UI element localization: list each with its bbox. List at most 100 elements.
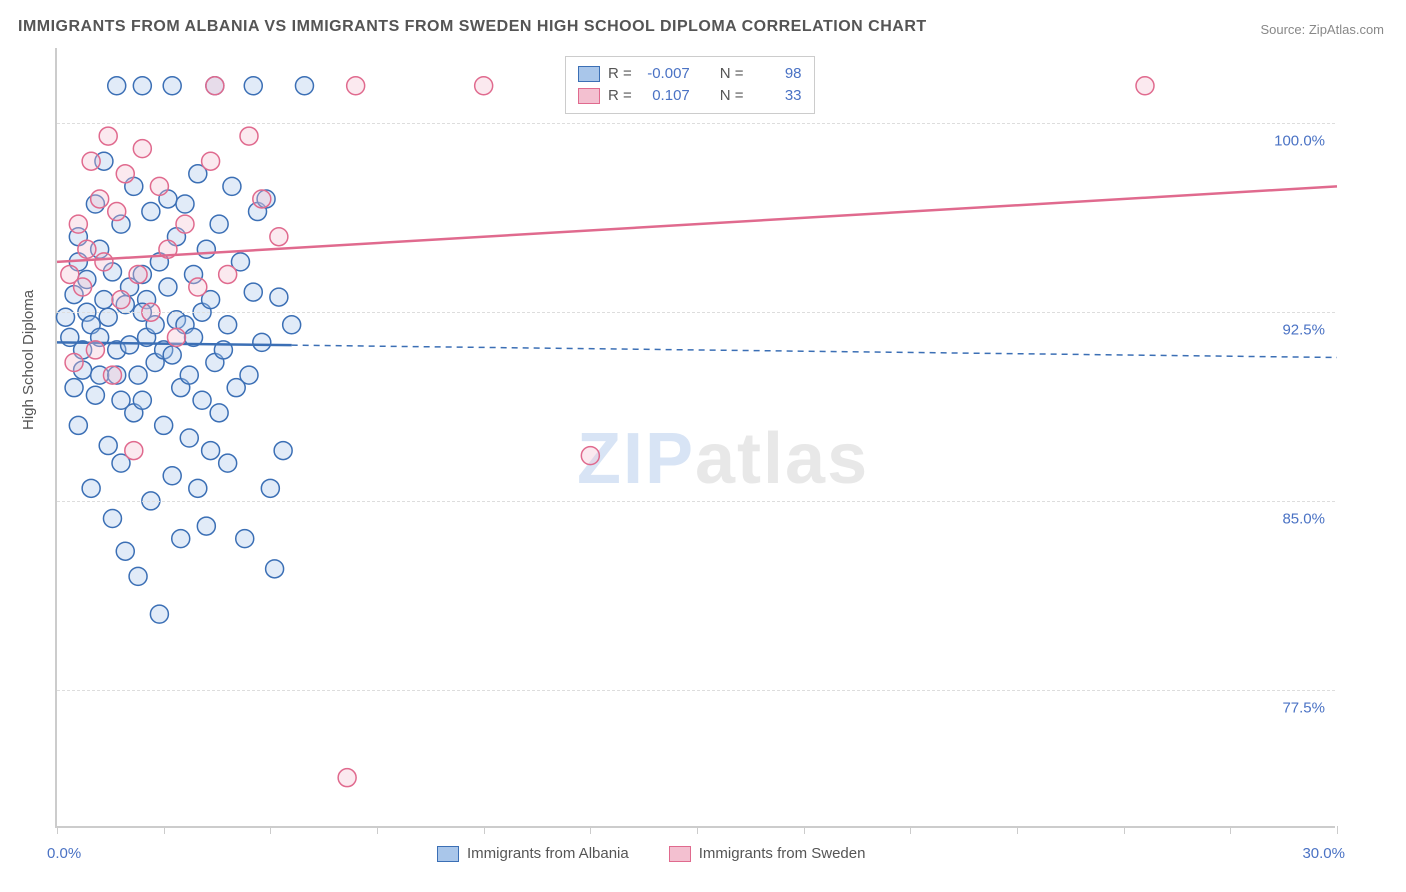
x-axis-start-label: 0.0%	[47, 845, 81, 862]
data-point	[253, 190, 271, 208]
data-point	[176, 215, 194, 233]
y-tick-label: 77.5%	[1282, 699, 1325, 716]
x-tick	[1124, 826, 1125, 834]
data-point	[236, 530, 254, 548]
legend-row: R =-0.007N =98	[578, 63, 802, 85]
series-legend-item: Immigrants from Sweden	[669, 845, 866, 862]
data-point	[150, 605, 168, 623]
data-point	[78, 240, 96, 258]
x-tick	[377, 826, 378, 834]
chart-title: IMMIGRANTS FROM ALBANIA VS IMMIGRANTS FR…	[18, 18, 927, 36]
data-point	[99, 437, 117, 455]
data-point	[150, 177, 168, 195]
data-point	[270, 228, 288, 246]
data-point	[155, 416, 173, 434]
data-point	[180, 429, 198, 447]
data-point	[82, 479, 100, 497]
series-legend: Immigrants from Albania Immigrants from S…	[437, 845, 865, 862]
data-point	[274, 442, 292, 460]
series-legend-item: Immigrants from Albania	[437, 845, 629, 862]
y-axis-label: High School Diploma	[20, 290, 37, 430]
data-point	[69, 416, 87, 434]
data-point	[91, 190, 109, 208]
legend-n-value: 33	[752, 85, 802, 107]
data-point	[240, 366, 258, 384]
data-point	[82, 152, 100, 170]
legend-r-value: -0.007	[640, 63, 690, 85]
correlation-legend: R =-0.007N =98R =0.107N =33	[565, 56, 815, 114]
data-point	[219, 265, 237, 283]
gridline	[57, 312, 1335, 313]
data-point	[95, 291, 113, 309]
legend-n-label: N =	[720, 85, 744, 107]
gridline	[57, 690, 1335, 691]
data-point	[108, 77, 126, 95]
regression-line-dashed	[292, 345, 1337, 357]
data-point	[65, 354, 83, 372]
data-point	[121, 336, 139, 354]
data-point	[270, 288, 288, 306]
data-point	[103, 366, 121, 384]
y-tick-label: 85.0%	[1282, 510, 1325, 527]
data-point	[210, 404, 228, 422]
legend-swatch	[578, 88, 600, 104]
gridline	[57, 123, 1335, 124]
data-point	[99, 127, 117, 145]
data-point	[240, 127, 258, 145]
data-point	[99, 308, 117, 326]
data-point	[581, 447, 599, 465]
data-point	[133, 140, 151, 158]
x-tick	[697, 826, 698, 834]
data-point	[261, 479, 279, 497]
data-point	[103, 510, 121, 528]
data-point	[244, 77, 262, 95]
data-point	[1136, 77, 1154, 95]
data-point	[193, 391, 211, 409]
x-tick	[1230, 826, 1231, 834]
data-point	[219, 316, 237, 334]
data-point	[133, 77, 151, 95]
data-point	[112, 391, 130, 409]
x-tick	[57, 826, 58, 834]
data-point	[74, 278, 92, 296]
data-point	[253, 333, 271, 351]
data-point	[189, 278, 207, 296]
legend-n-value: 98	[752, 63, 802, 85]
data-point	[202, 152, 220, 170]
x-tick	[1337, 826, 1338, 834]
data-point	[219, 454, 237, 472]
x-tick	[484, 826, 485, 834]
data-point	[86, 341, 104, 359]
x-tick	[1017, 826, 1018, 834]
legend-swatch	[437, 846, 459, 862]
data-point	[223, 177, 241, 195]
data-point	[129, 567, 147, 585]
y-tick-label: 100.0%	[1274, 133, 1325, 150]
plot-area: ZIPatlas R =-0.007N =98R =0.107N =33 Imm…	[55, 48, 1335, 828]
data-point	[129, 265, 147, 283]
gridline	[57, 501, 1335, 502]
y-tick-label: 92.5%	[1282, 322, 1325, 339]
data-point	[347, 77, 365, 95]
data-point	[142, 203, 160, 221]
data-point	[189, 479, 207, 497]
legend-row: R =0.107N =33	[578, 85, 802, 107]
series-legend-label: Immigrants from Sweden	[699, 845, 866, 862]
legend-n-label: N =	[720, 63, 744, 85]
data-point	[159, 278, 177, 296]
data-point	[112, 291, 130, 309]
data-point	[210, 215, 228, 233]
x-axis-end-label: 30.0%	[1302, 845, 1345, 862]
data-point	[176, 195, 194, 213]
data-point	[125, 442, 143, 460]
data-point	[163, 346, 181, 364]
x-tick	[910, 826, 911, 834]
data-point	[163, 77, 181, 95]
plot-svg	[57, 48, 1335, 826]
source-label: Source: ZipAtlas.com	[1260, 22, 1384, 37]
data-point	[266, 560, 284, 578]
data-point	[163, 467, 181, 485]
data-point	[295, 77, 313, 95]
data-point	[197, 517, 215, 535]
x-tick	[270, 826, 271, 834]
